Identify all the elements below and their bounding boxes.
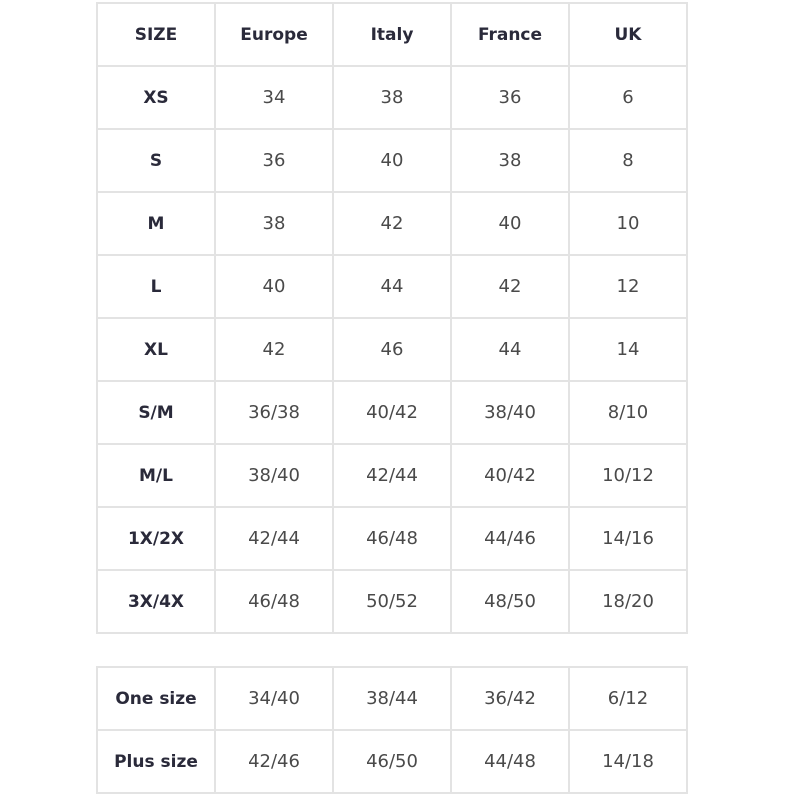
size-value-cell: 34/40 [214, 666, 334, 731]
table-row: M/L 38/40 42/44 40/42 10/12 [96, 443, 688, 508]
size-value-cell: 12 [568, 254, 688, 319]
size-label-cell: S/M [96, 380, 216, 445]
table-row: S/M 36/38 40/42 38/40 8/10 [96, 380, 688, 445]
size-value-cell: 38 [450, 128, 570, 193]
table-row: XL 42 46 44 14 [96, 317, 688, 382]
size-value-cell: 40 [450, 191, 570, 256]
size-value-cell: 46/50 [332, 729, 452, 794]
one-plus-size-table: One size 34/40 38/44 36/42 6/12 Plus size 42/4… [96, 666, 688, 794]
size-value-cell: 42 [214, 317, 334, 382]
size-value-cell: 46 [332, 317, 452, 382]
column-header: Italy [332, 2, 452, 67]
size-value-cell: 42 [332, 191, 452, 256]
header-row: SIZE Europe Italy France UK [96, 2, 688, 67]
size-value-cell: 18/20 [568, 569, 688, 634]
table-row: S 36 40 38 8 [96, 128, 688, 193]
size-value-cell: 50/52 [332, 569, 452, 634]
size-label-cell: One size [96, 666, 216, 731]
column-header: France [450, 2, 570, 67]
table-row: XS 34 38 36 6 [96, 65, 688, 130]
size-value-cell: 36 [214, 128, 334, 193]
size-value-cell: 46/48 [214, 569, 334, 634]
size-value-cell: 46/48 [332, 506, 452, 571]
size-label-cell: 3X/4X [96, 569, 216, 634]
size-label-cell: M/L [96, 443, 216, 508]
size-label-cell: M [96, 191, 216, 256]
size-label-cell: 1X/2X [96, 506, 216, 571]
column-header: Europe [214, 2, 334, 67]
size-value-cell: 40 [332, 128, 452, 193]
size-value-cell: 8 [568, 128, 688, 193]
size-value-cell: 10/12 [568, 443, 688, 508]
size-value-cell: 48/50 [450, 569, 570, 634]
size-value-cell: 44/46 [450, 506, 570, 571]
size-value-cell: 42/44 [214, 506, 334, 571]
size-value-cell: 36/38 [214, 380, 334, 445]
size-value-cell: 40 [214, 254, 334, 319]
size-value-cell: 44 [450, 317, 570, 382]
table-row: M 38 42 40 10 [96, 191, 688, 256]
size-label-cell: L [96, 254, 216, 319]
size-value-cell: 38/40 [450, 380, 570, 445]
size-value-cell: 38/44 [332, 666, 452, 731]
size-value-cell: 14 [568, 317, 688, 382]
size-label-cell: S [96, 128, 216, 193]
size-label-cell: XL [96, 317, 216, 382]
table-row: Plus size 42/46 46/50 44/48 14/18 [96, 729, 688, 794]
size-value-cell: 6 [568, 65, 688, 130]
size-value-cell: 42 [450, 254, 570, 319]
size-value-cell: 36/42 [450, 666, 570, 731]
table-row: L 40 44 42 12 [96, 254, 688, 319]
table-row: One size 34/40 38/44 36/42 6/12 [96, 666, 688, 731]
size-value-cell: 44/48 [450, 729, 570, 794]
size-value-cell: 8/10 [568, 380, 688, 445]
size-value-cell: 10 [568, 191, 688, 256]
size-value-cell: 34 [214, 65, 334, 130]
size-chart-table: SIZE Europe Italy France UK XS 34 38 36 6 S 36 40 38 8… [96, 2, 688, 634]
size-value-cell: 38 [214, 191, 334, 256]
size-value-cell: 44 [332, 254, 452, 319]
column-header: UK [568, 2, 688, 67]
table-row: 1X/2X 42/44 46/48 44/46 14/16 [96, 506, 688, 571]
size-value-cell: 40/42 [450, 443, 570, 508]
size-label-cell: XS [96, 65, 216, 130]
size-value-cell: 40/42 [332, 380, 452, 445]
table-row: 3X/4X 46/48 50/52 48/50 18/20 [96, 569, 688, 634]
size-value-cell: 36 [450, 65, 570, 130]
size-value-cell: 38/40 [214, 443, 334, 508]
column-header: SIZE [96, 2, 216, 67]
size-value-cell: 14/18 [568, 729, 688, 794]
size-value-cell: 42/46 [214, 729, 334, 794]
size-value-cell: 14/16 [568, 506, 688, 571]
size-value-cell: 38 [332, 65, 452, 130]
size-value-cell: 6/12 [568, 666, 688, 731]
size-label-cell: Plus size [96, 729, 216, 794]
size-value-cell: 42/44 [332, 443, 452, 508]
